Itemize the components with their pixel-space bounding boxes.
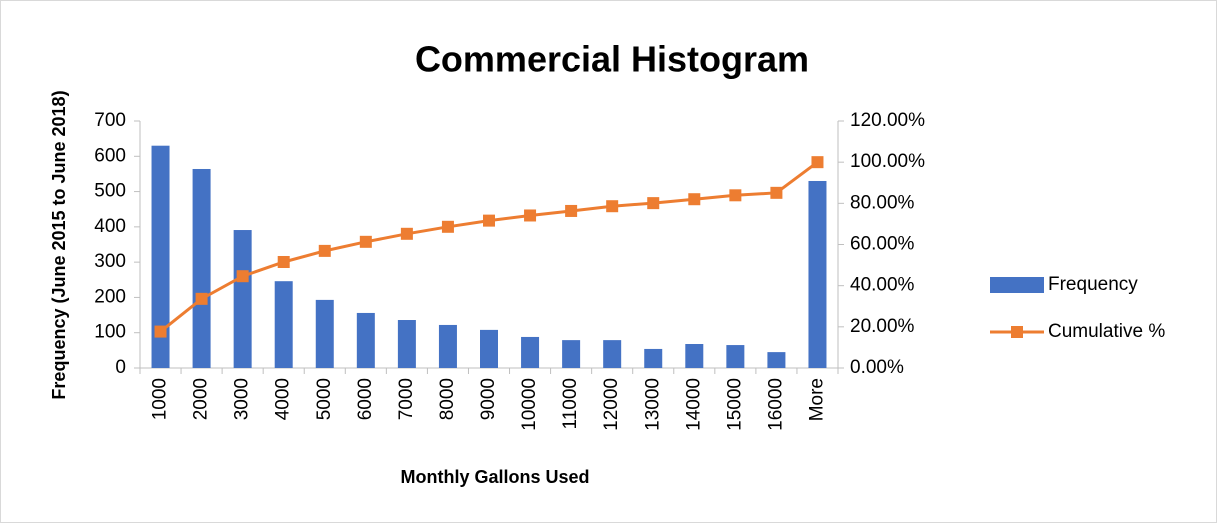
line-marker <box>277 255 290 268</box>
bar <box>644 348 663 368</box>
bar <box>685 344 704 368</box>
bar <box>603 340 622 368</box>
x-tick-label: 4000 <box>273 378 294 420</box>
line-marker <box>483 214 495 227</box>
x-tick-label: 3000 <box>232 378 253 420</box>
x-tick-label: 10000 <box>519 378 540 431</box>
bar <box>151 145 170 368</box>
bar <box>397 320 416 368</box>
chart-title: Commercial Histogram <box>415 39 809 80</box>
bar <box>315 299 334 368</box>
x-tick-label: 7000 <box>396 378 417 420</box>
y2-tick-label: 20.00% <box>850 316 915 337</box>
x-tick-label: 14000 <box>683 378 704 431</box>
x-tick-label: 9000 <box>478 378 499 420</box>
y-tick-label: 400 <box>94 216 126 237</box>
line-marker <box>565 204 578 217</box>
line-marker <box>606 200 619 213</box>
x-tick-label: 13000 <box>642 378 663 431</box>
y2-tick-label: 80.00% <box>850 192 915 213</box>
y2-tick-label: 40.00% <box>850 275 915 296</box>
line-marker <box>811 156 824 169</box>
x-tick-label: More <box>806 378 827 421</box>
y-tick-label: 300 <box>94 251 126 272</box>
y2-tick-label: 100.00% <box>850 151 925 172</box>
legend-swatch <box>1011 326 1023 338</box>
line-marker <box>318 244 331 257</box>
line-marker <box>400 227 413 240</box>
bar <box>274 281 293 368</box>
line-marker <box>729 189 742 202</box>
line-marker <box>647 197 660 210</box>
y-tick-label: 600 <box>94 145 126 166</box>
y2-tick-label: 0.00% <box>850 357 904 378</box>
bar <box>192 168 211 368</box>
y-axis-title: Frequency (June 2015 to June 2018) <box>49 90 69 399</box>
y-tick-label: 0 <box>115 357 126 378</box>
bar <box>767 352 786 368</box>
legend-label: Cumulative % <box>1048 321 1165 342</box>
bar <box>726 345 745 368</box>
line-marker <box>236 270 249 283</box>
legend-label: Frequency <box>1048 274 1138 295</box>
x-tick-label: 5000 <box>314 378 335 420</box>
line-marker <box>688 193 701 206</box>
x-tick-label: 16000 <box>765 378 786 431</box>
line-marker <box>770 186 783 199</box>
y-tick-label: 500 <box>94 181 126 202</box>
y-tick-label: 700 <box>94 110 126 131</box>
bar <box>480 329 498 368</box>
bar <box>562 340 581 368</box>
bar <box>808 180 827 368</box>
line-marker <box>359 235 372 248</box>
y-tick-label: 200 <box>94 286 126 307</box>
bar <box>233 230 252 368</box>
x-tick-label: 11000 <box>560 378 581 429</box>
bar <box>356 312 375 368</box>
x-tick-label: 2000 <box>191 378 212 420</box>
x-tick-label: 15000 <box>724 378 745 431</box>
line-marker <box>154 325 167 338</box>
bar <box>438 324 457 368</box>
bar <box>521 336 540 368</box>
line-marker <box>441 220 454 233</box>
legend-swatch <box>990 277 1044 293</box>
y-tick-label: 100 <box>94 322 126 343</box>
x-tick-label: 8000 <box>437 378 458 420</box>
x-tick-label: 6000 <box>355 378 376 420</box>
x-tick-label: 1000 <box>150 378 171 420</box>
y2-tick-label: 60.00% <box>850 234 915 255</box>
y2-tick-label: 120.00% <box>850 110 925 131</box>
x-tick-label: 12000 <box>601 378 622 431</box>
line-marker <box>195 292 208 305</box>
x-axis-title: Monthly Gallons Used <box>400 467 589 487</box>
line-marker <box>524 209 537 222</box>
